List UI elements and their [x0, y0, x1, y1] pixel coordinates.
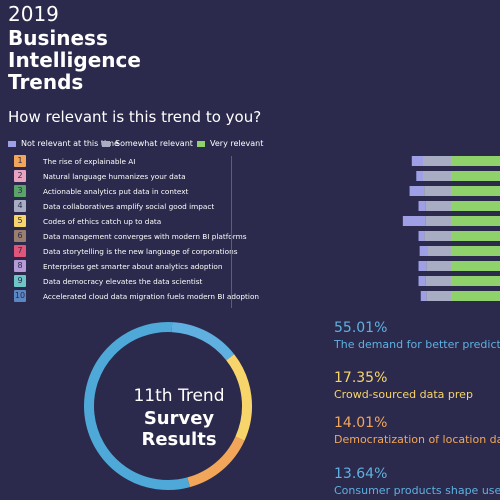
trend-row: 4 Data collaboratives amplify social good… [14, 200, 214, 212]
bar-somewhat-relevant [424, 231, 451, 241]
bar-very-relevant [451, 171, 500, 181]
donut-slice [84, 322, 190, 490]
trend-row: 10 Accelerated cloud data migration fuels… [14, 290, 259, 302]
bar-somewhat-relevant [425, 216, 451, 226]
bar-very-relevant [451, 291, 500, 301]
stat-value-3: 14.01% [334, 415, 388, 431]
trend-label: Actionable analytics put data in context [43, 186, 189, 196]
trend-number-badge: 2 [14, 170, 26, 182]
trend-label: Natural language humanizes your data [43, 171, 186, 181]
legend-label-very-relevant: Very relevant [210, 139, 264, 148]
bar-not-relevant [418, 231, 425, 241]
bar-not-relevant [420, 291, 427, 301]
trend-row: 6 Data management converges with modern B… [14, 230, 247, 242]
donut-slice [187, 436, 245, 488]
trend-label: The rise of explainable AI [43, 156, 136, 166]
trend-number-badge: 3 [14, 185, 26, 197]
title-line-3: Trends [8, 70, 84, 94]
bar-somewhat-relevant [427, 246, 451, 256]
legend-very-relevant: Very relevant [197, 139, 263, 148]
legend-not-relevant: Not relevant at this time [8, 139, 119, 148]
trend-number-badge: 8 [14, 260, 26, 272]
bar-very-relevant [451, 186, 500, 196]
trend-row: 9 Data democracy elevates the data scient… [14, 275, 202, 287]
trend-row: 3 Actionable analytics put data in contex… [14, 185, 188, 197]
trend-label: Data collaboratives amplify social good … [43, 201, 215, 211]
bar-very-relevant [451, 231, 500, 241]
bar-somewhat-relevant [426, 261, 451, 271]
bar-somewhat-relevant [425, 201, 451, 211]
trend-number-badge: 1 [14, 155, 26, 167]
bar-not-relevant [416, 171, 423, 181]
stat-value-4: 13.64% [334, 466, 388, 482]
stat-value-1: 55.01% [334, 320, 388, 336]
trend-label: Data storytelling is the new language of… [43, 246, 238, 256]
trend-row: 8 Enterprises get smarter about analytics… [14, 260, 223, 272]
legend-label-not-relevant: Not relevant at this time [21, 139, 119, 148]
bar-not-relevant [402, 216, 426, 226]
donut-title-line-1: 11th Trend [133, 386, 225, 406]
trend-number-badge: 4 [14, 200, 26, 212]
trend-row: 7 Data storytelling is the new language o… [14, 245, 238, 257]
bar-somewhat-relevant [423, 171, 451, 181]
stat-value-2: 17.35% [334, 370, 388, 386]
trend-row: 1 The rise of explainable AI [14, 155, 135, 167]
bar-somewhat-relevant [426, 291, 451, 301]
bar-not-relevant [418, 201, 426, 211]
title-line-2: Intelligence [8, 48, 141, 72]
trend-list-divider [231, 156, 232, 308]
bar-very-relevant [451, 246, 500, 256]
trend-label: Data democracy elevates the data scienti… [43, 276, 203, 286]
bar-not-relevant [419, 246, 428, 256]
trend-label: Codes of ethics catch up to data [43, 216, 162, 226]
trend-row: 2 Natural language humanizes your data [14, 170, 186, 182]
trend-number-badge: 7 [14, 245, 26, 257]
bar-very-relevant [451, 276, 500, 286]
bar-very-relevant [451, 261, 500, 271]
bar-not-relevant [411, 156, 423, 166]
legend-label-somewhat-relevant: Somewhat relevant [115, 139, 193, 148]
bar-somewhat-relevant [425, 276, 451, 286]
bar-not-relevant [409, 186, 425, 196]
trend-number-badge: 10 [14, 290, 26, 302]
trend-row: 5 Codes of ethics catch up to data [14, 215, 161, 227]
donut-slice [171, 322, 235, 361]
bar-not-relevant [418, 261, 427, 271]
stat-label-1: The demand for better predictive [334, 338, 500, 351]
trend-label: Data management converges with modern BI… [43, 231, 247, 241]
trend-label: Enterprises get smarter about analytics … [43, 261, 223, 271]
stat-label-2: Crowd-sourced data prep [334, 388, 473, 401]
bar-very-relevant [451, 201, 500, 211]
bar-very-relevant [451, 156, 500, 166]
legend-swatch-not-relevant [8, 140, 16, 147]
stat-label-3: Democratization of location data [334, 433, 500, 446]
donut-slice [226, 354, 252, 441]
legend-somewhat-relevant: Somewhat relevant [102, 139, 193, 148]
trend-number-badge: 9 [14, 275, 26, 287]
bar-somewhat-relevant [424, 186, 451, 196]
donut-title-line-2: Survey Results [141, 408, 217, 450]
bar-not-relevant [418, 276, 426, 286]
stat-label-4: Consumer products shape users' [334, 484, 500, 497]
trend-number-badge: 5 [14, 215, 26, 227]
legend-swatch-very-relevant [197, 140, 205, 147]
legend-swatch-somewhat-relevant [102, 140, 110, 147]
bar-somewhat-relevant [423, 156, 451, 166]
survey-question: How relevant is this trend to you? [8, 108, 262, 126]
title-line-1: Business [8, 26, 108, 50]
trend-label: Accelerated cloud data migration fuels m… [43, 291, 260, 301]
trend-number-badge: 6 [14, 230, 26, 242]
bar-very-relevant [451, 216, 500, 226]
page-year: 2019 [8, 2, 59, 26]
